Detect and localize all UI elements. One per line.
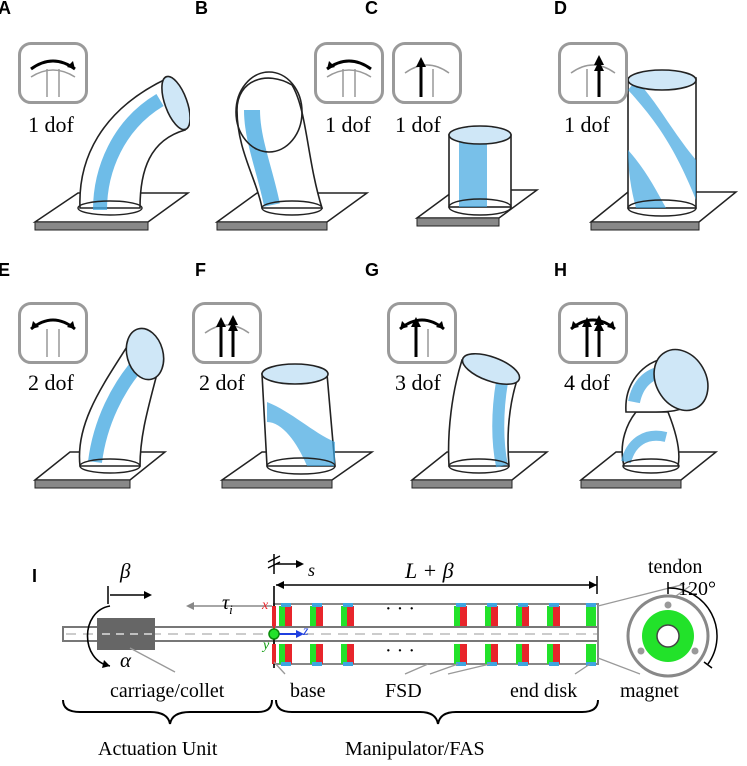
cylinder-sketch	[414, 125, 540, 227]
disk-cross-section	[626, 582, 718, 678]
panel-label: A	[0, 0, 11, 18]
panel-d: D 1 dof	[554, 0, 739, 245]
ellipsis-top: · · ·	[385, 598, 415, 620]
actuation-unit-brace	[62, 699, 273, 725]
panel-label: D	[554, 0, 567, 18]
ellipsis-bottom: · · ·	[385, 640, 415, 662]
panel-label: F	[195, 260, 206, 280]
panel-h: H 4 dof	[554, 260, 736, 507]
panel-label: C	[365, 0, 378, 18]
dof-label: 1 dof	[28, 112, 74, 137]
dof-label: 3 dof	[395, 370, 441, 395]
panel-label: H	[554, 260, 567, 280]
twist-extend-icon	[558, 42, 628, 104]
x-axis-label: x	[262, 598, 269, 613]
base-plate-bottom	[272, 644, 276, 664]
manipulator-schematic	[62, 554, 718, 725]
bend-left-icon	[326, 59, 372, 97]
base-label: base	[290, 680, 326, 702]
twist-extend-icon	[570, 55, 616, 97]
panel-label: B	[195, 0, 208, 18]
panel-g: G 3 dof	[365, 260, 550, 507]
s-label: s	[308, 560, 316, 580]
manipulator-label: Manipulator/FAS	[345, 738, 485, 760]
tilted-cylinder-sketch	[409, 352, 550, 489]
panel-label: G	[365, 260, 380, 280]
angle-label: 120°	[678, 578, 716, 600]
end-disk-label: end disk	[510, 680, 578, 702]
tendon-label: tendon	[648, 556, 703, 578]
bent-tube-sketch	[214, 71, 370, 231]
y-axis-marker	[268, 628, 280, 640]
double-extend-icon	[204, 315, 250, 357]
panel-b: B 1 dof	[195, 0, 384, 245]
panel-a: A 1 dof	[0, 0, 190, 245]
dof-label: 1 dof	[564, 112, 610, 137]
actuation-unit-label: Actuation Unit	[98, 738, 218, 760]
tau-label: τi	[222, 592, 233, 617]
dof-label: 1 dof	[395, 112, 441, 137]
carriage-label: carriage/collet	[110, 680, 225, 702]
bend-right-icon	[18, 42, 88, 104]
length-label: L + β	[405, 558, 454, 583]
bend-right-icon	[30, 59, 76, 97]
panel-e: E 2 dof	[0, 260, 180, 507]
fsd-disk-row-bottom	[279, 644, 596, 666]
dof-label: 1 dof	[325, 112, 371, 137]
tendon-hole	[664, 601, 672, 609]
extend-icon	[392, 42, 462, 104]
bend-double-extend-icon	[570, 315, 616, 357]
dof-label: 2 dof	[28, 370, 74, 395]
fsd-label: FSD	[385, 680, 422, 702]
panel-label-i: I	[32, 566, 38, 586]
extend-icon	[404, 57, 450, 97]
dof-label: 4 dof	[564, 370, 610, 395]
bend-double-extend-icon	[558, 302, 628, 364]
magnet-label: magnet	[620, 680, 679, 702]
beta-label: β	[120, 559, 131, 583]
alpha-label: α	[120, 648, 132, 672]
y-axis-label: y	[263, 638, 270, 653]
panel-label: E	[0, 260, 11, 280]
alpha-rotation-arrow	[86, 605, 111, 667]
twisted-short-cylinder-sketch	[219, 363, 375, 489]
bend-extend-icon	[387, 302, 457, 364]
panel-f: F 2 dof	[192, 260, 377, 507]
manipulator-brace	[275, 699, 599, 725]
double-extend-icon	[192, 302, 262, 364]
z-axis-label: z	[303, 624, 309, 639]
bent-tube-sketch	[32, 75, 190, 231]
panel-c: C 1 dof	[365, 0, 547, 245]
compound-bend-sketch	[578, 348, 719, 489]
dof-label: 2 dof	[199, 370, 245, 395]
bend-extend-icon	[399, 317, 445, 357]
bend-both-icon	[18, 302, 88, 364]
bend-both-icon	[30, 318, 76, 357]
twisted-cylinder-sketch	[588, 69, 739, 231]
fsd-disk-row-top	[279, 603, 596, 626]
bent-tube-sketch	[32, 327, 168, 489]
bend-left-icon	[314, 42, 384, 104]
